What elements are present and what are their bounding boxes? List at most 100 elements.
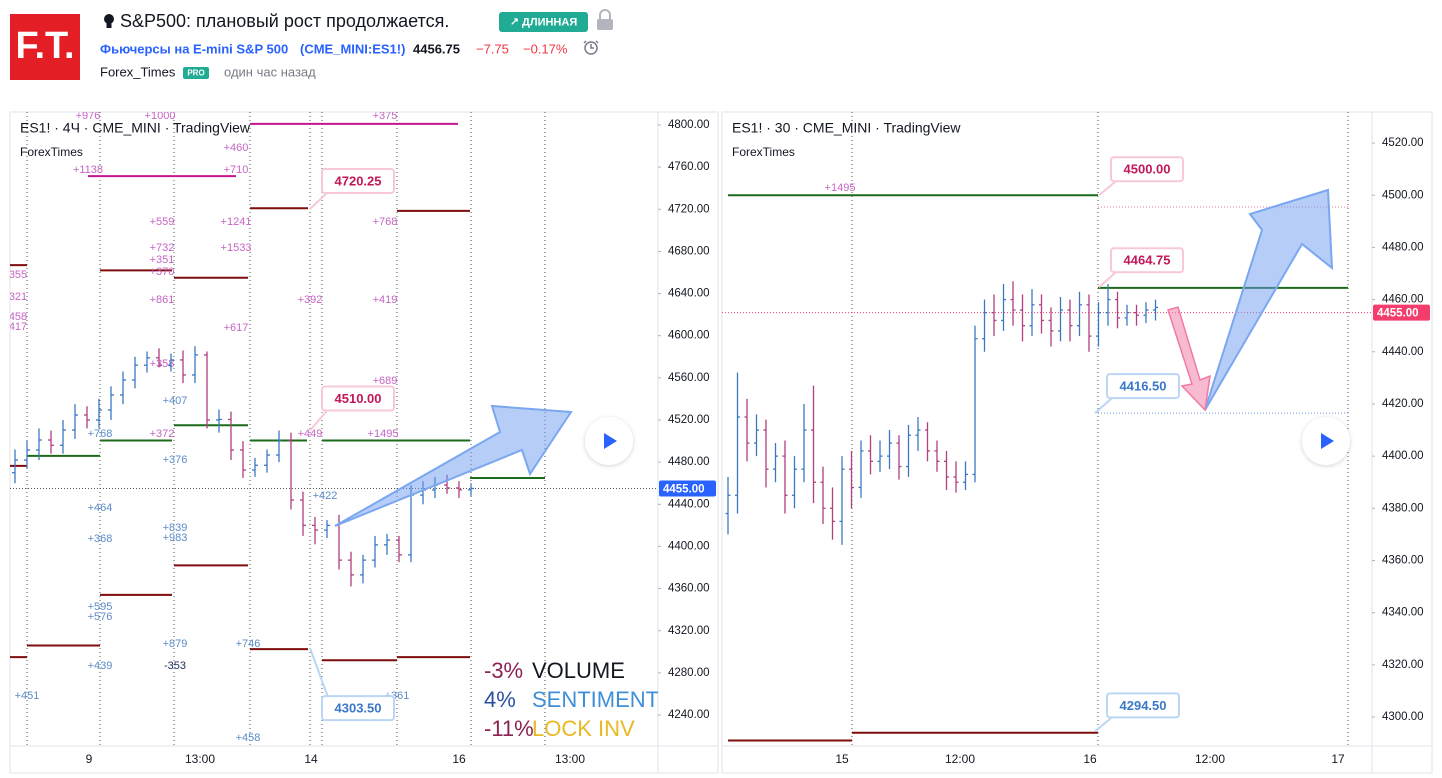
callout-pointer [309, 191, 329, 210]
y-tick-label: 4400.00 [1382, 450, 1424, 462]
lock-icon [597, 9, 613, 30]
y-tick-label: 4280.00 [668, 667, 710, 679]
y-tick-label: 4560.00 [668, 372, 710, 384]
price-callout [321, 695, 395, 722]
price-callout [321, 385, 395, 412]
price-callout-label: 4500.00 [1124, 162, 1171, 177]
x-tick-label: 13:00 [185, 752, 215, 766]
volume-annotation: 417 [9, 321, 27, 333]
sentiment-value: 4% [484, 687, 516, 712]
last-price-label: 4455.00 [1377, 308, 1419, 320]
y-tick-label: 4500.00 [1382, 189, 1424, 201]
volume-annotation: +1533 [221, 242, 252, 254]
price-callout-label: 4510.00 [335, 391, 382, 406]
volume-annotation: +617 [224, 322, 249, 334]
sentiment-name: VOLUME [532, 658, 625, 683]
volume-annotation: +1241 [221, 216, 252, 228]
volume-annotation: +861 [150, 294, 175, 306]
volume-annotation: +1000 [145, 110, 176, 122]
y-tick-label: 4720.00 [668, 203, 710, 215]
y-tick-label: 4520.00 [668, 414, 710, 426]
y-tick-label: 4360.00 [668, 583, 710, 595]
volume-annotation: +559 [150, 216, 175, 228]
chart-subtitle: ForexTimes [732, 145, 795, 159]
symbol-price: 4456.75 [413, 41, 460, 56]
price-callout [321, 167, 395, 194]
last-price-tag [1373, 304, 1430, 321]
x-tick-label: 12:00 [1195, 752, 1225, 766]
volume-annotation: 458 [9, 311, 27, 323]
y-tick-label: 4520.00 [1382, 137, 1424, 149]
long-badge-text: ↗ ДЛИННАЯ [510, 16, 578, 28]
volume-annotation: +746 [236, 638, 261, 650]
y-tick-label: 4680.00 [668, 245, 710, 257]
x-tick-label: 15 [835, 752, 849, 766]
x-tick-label: 14 [304, 752, 318, 766]
symbol-code[interactable]: (CME_MINI:ES1!) [300, 41, 405, 56]
volume-annotation: +419 [373, 294, 398, 306]
y-tick-label: 4600.00 [668, 330, 710, 342]
volume-annotation: +392 [298, 294, 323, 306]
volume-annotation: +576 [88, 611, 113, 623]
plot-area: +1495 4500.00 4464.75 4416.50 4294.50 [722, 112, 1372, 746]
volume-annotation: 355 [9, 269, 27, 281]
pro-badge [183, 67, 209, 79]
volume-annotation: +449 [298, 428, 323, 440]
callout-pointer [1094, 715, 1114, 733]
volume-annotation: +879 [163, 638, 188, 650]
logo[interactable] [10, 14, 80, 80]
x-tick-label: 16 [452, 752, 466, 766]
x-tick-label: 9 [86, 752, 93, 766]
publish-time: один час назад [224, 64, 316, 79]
volume-annotation: +1495 [825, 182, 856, 194]
chart-subtitle: ForexTimes [20, 145, 83, 159]
y-tick-label: 4360.00 [1382, 555, 1424, 567]
y-tick-label: 4800.00 [668, 119, 710, 131]
y-tick-label: 4440.00 [668, 498, 710, 510]
drawings [334, 188, 1350, 527]
volume-annotation: +464 [88, 502, 113, 514]
x-tick-label: 17 [1331, 752, 1345, 766]
price-callout-label: 4464.75 [1124, 253, 1171, 268]
alert-icon[interactable] [583, 40, 599, 55]
play-button[interactable] [1302, 417, 1350, 465]
y-tick-label: 4640.00 [668, 288, 710, 300]
last-price-tag [659, 480, 716, 497]
forecast-arrow [334, 404, 573, 527]
volume-annotation: +689 [373, 375, 398, 387]
volume-annotation: +407 [163, 395, 188, 407]
forecast-arrow [1204, 188, 1334, 411]
volume-annotation: +460 [224, 142, 249, 154]
volume-annotation: +458 [236, 732, 261, 744]
volume-annotation: +370 [150, 266, 175, 278]
y-tick-label: 4320.00 [1382, 659, 1424, 671]
price-callout [1106, 373, 1180, 400]
volume-annotation: +351 [150, 254, 175, 266]
volume-annotation: +372 [150, 428, 175, 440]
sentiment-value: -11% [484, 716, 534, 741]
symbol-change-pct: −0.17% [523, 41, 568, 56]
volume-annotation: +358 [150, 358, 175, 370]
symbol-name[interactable]: Фьючерсы на E-mini S&P 500 [100, 41, 288, 56]
play-button[interactable] [585, 417, 633, 465]
x-tick-label: 16 [1083, 752, 1097, 766]
plot-area: +976 +1000 +1138 +460 +710 +375 +559 +1241 +768 +… [9, 110, 677, 746]
y-tick-label: 4240.00 [668, 709, 710, 721]
x-tick-label: 12:00 [945, 752, 975, 766]
author-name[interactable]: Forex_Times [100, 64, 176, 79]
volume-annotation: +732 [150, 242, 175, 254]
y-tick-label: 4400.00 [668, 540, 710, 552]
volume-annotation: +595 [88, 601, 113, 613]
y-tick-label: 4480.00 [1382, 241, 1424, 253]
long-badge [499, 12, 588, 32]
bulb-icon [104, 14, 114, 28]
volume-annotation: +376 [163, 454, 188, 466]
y-tick-label: 4460.00 [1382, 294, 1424, 306]
y-tick-label: 4420.00 [1382, 398, 1424, 410]
volume-annotation: +1495 [368, 428, 399, 440]
x-tick-label: 13:00 [555, 752, 585, 766]
sentiment-name: SENTIMENT 8 [532, 687, 677, 712]
volume-annotation: +1138 [73, 164, 103, 176]
